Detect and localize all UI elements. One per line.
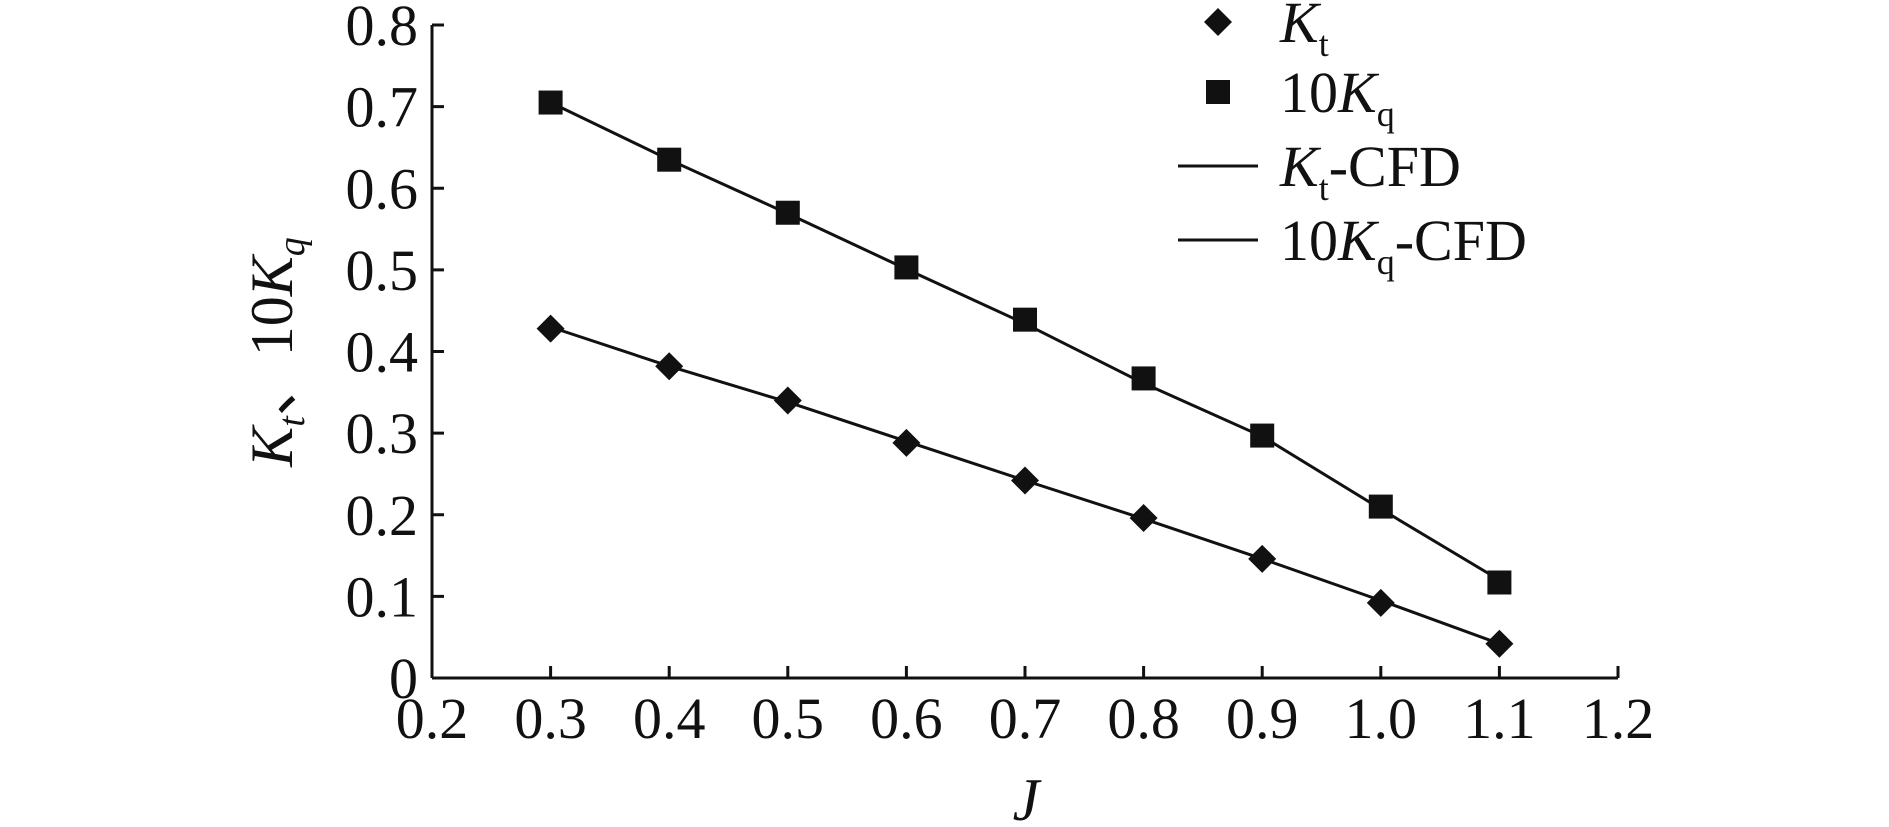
kq-point bbox=[538, 90, 563, 115]
kq-legend-label: 10Kq bbox=[1280, 60, 1395, 134]
kt-point bbox=[1485, 629, 1514, 658]
y-axis-title-part: 、10 bbox=[239, 296, 305, 416]
kq-legend-symbol bbox=[1206, 80, 1230, 104]
x-tick-label: 0.4 bbox=[633, 686, 706, 751]
kq-point bbox=[1368, 494, 1393, 519]
kt-point bbox=[1129, 504, 1158, 533]
x-tick-label: 1.0 bbox=[1345, 686, 1418, 751]
x-tick-label: 0.9 bbox=[1226, 686, 1299, 751]
y-axis-title: Kt、10Kq bbox=[239, 237, 313, 468]
series-markers bbox=[536, 90, 1514, 658]
kq-point bbox=[657, 147, 682, 172]
kt-legend-label: Kt bbox=[1279, 0, 1329, 64]
x-tick-label: 0.5 bbox=[752, 686, 825, 751]
axes bbox=[430, 23, 1620, 680]
kq-point bbox=[1250, 423, 1275, 448]
kq_cfd-legend-label: 10Kq-CFD bbox=[1280, 208, 1527, 282]
x-axis-title: J bbox=[1013, 767, 1042, 827]
kq-point bbox=[1013, 307, 1037, 332]
x-tick-label: 0.8 bbox=[1107, 686, 1180, 751]
kt-point bbox=[892, 428, 921, 457]
kt-point bbox=[1011, 466, 1039, 495]
y-axis-title-part: K bbox=[239, 424, 305, 468]
y-tick-label: 0 bbox=[389, 646, 418, 711]
kt-point bbox=[655, 352, 684, 381]
kt_cfd-legend-label: Kt-CFD bbox=[1279, 134, 1461, 208]
y-tick-label: 0.1 bbox=[346, 564, 419, 629]
x-tick-label: 0.6 bbox=[870, 686, 943, 751]
y-axis-title-part: q bbox=[271, 237, 313, 256]
y-tick-label: 0.7 bbox=[346, 75, 419, 140]
x-tick-label: 0.3 bbox=[514, 686, 587, 751]
kt-legend-symbol bbox=[1204, 8, 1232, 36]
x-tick-label: 1.1 bbox=[1463, 686, 1536, 751]
kt-point bbox=[536, 314, 565, 343]
y-tick-label: 0.2 bbox=[346, 483, 419, 548]
x-tick-label: 0.2 bbox=[396, 686, 469, 751]
kt-point bbox=[1366, 588, 1395, 617]
kq-point bbox=[1487, 570, 1512, 595]
x-tick-label: 0.7 bbox=[989, 686, 1062, 751]
kt-point bbox=[773, 386, 802, 415]
y-tick-label: 0.4 bbox=[346, 320, 419, 385]
kq-point bbox=[1131, 366, 1156, 391]
y-tick-label: 0.6 bbox=[346, 156, 419, 221]
x-tick-label: 1.2 bbox=[1582, 686, 1655, 751]
y-tick-label: 0.8 bbox=[346, 0, 419, 58]
y-axis-title-part: K bbox=[239, 253, 305, 297]
y-axis-title-part: t bbox=[271, 415, 313, 427]
kq-point bbox=[775, 200, 800, 225]
axis-labels: 0.2 0.3 0.4 0.5 0.6 0.7 0.8 0.9 1.0 1.1 1.2 0 0.1 0.2… bbox=[239, 0, 1654, 827]
kq-point bbox=[894, 255, 919, 280]
y-tick-label: 0.3 bbox=[346, 401, 419, 466]
kt-point bbox=[1248, 544, 1277, 573]
y-tick-label: 0.5 bbox=[346, 238, 419, 303]
